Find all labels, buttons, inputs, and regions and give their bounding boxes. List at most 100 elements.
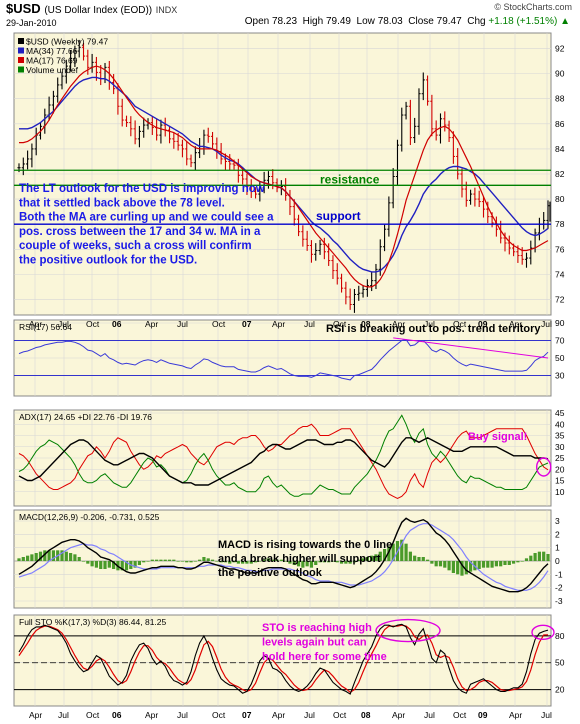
bottom-x-tick-label: 07	[242, 710, 252, 720]
open-value: 78.23	[272, 16, 298, 27]
top-x-tick-label: Oct	[212, 319, 226, 329]
bottom-x-tick-label: 06	[112, 710, 122, 720]
bottom-x-tick-label: Jul	[177, 710, 188, 720]
macd-histogram-bar	[339, 561, 344, 564]
macd-histogram-bar	[215, 561, 219, 562]
price-y-tick-label: 86	[555, 119, 565, 129]
price-legend-entry: MA(17) 76.69	[26, 56, 78, 66]
macd-annotation-line: and a break higher will support	[218, 553, 381, 565]
adx-line	[18, 437, 549, 486]
macd-histogram-bar	[275, 559, 279, 561]
top-x-tick-label: Apr	[509, 319, 522, 329]
price-y-tick-label: 88	[555, 94, 565, 104]
rsi-line	[18, 339, 549, 381]
quote-summary: Open 78.23 High 79.49 Low 78.03 Close 79…	[245, 16, 570, 27]
macd-histogram-bar	[266, 558, 271, 561]
macd-histogram-bar	[335, 561, 339, 563]
top-x-tick-label: Oct	[453, 319, 467, 329]
macd-histogram-bar	[520, 561, 524, 562]
macd-histogram-bar	[137, 561, 142, 565]
macd-histogram-bar	[434, 561, 438, 567]
adx-y-tick-label: 15	[555, 476, 565, 486]
adx-y-tick-label: 40	[555, 419, 565, 429]
macd-histogram-bar	[155, 559, 159, 561]
bottom-x-tick-label: 08	[361, 710, 371, 720]
adx-y-tick-label: 10	[555, 487, 565, 497]
macd-annotation-line: the positive outlook	[218, 567, 323, 579]
macd-histogram-bar	[99, 561, 103, 569]
macd-histogram-bar	[146, 561, 150, 562]
symbol: $USD	[6, 1, 41, 16]
macd-histogram-bar	[189, 561, 193, 563]
macd-histogram-bar	[163, 559, 167, 561]
macd-annotation-line: MACD is rising towards the 0 line	[218, 539, 392, 551]
macd-histogram-bar	[529, 555, 533, 561]
macd-histogram-bar	[107, 561, 111, 568]
macd-histogram-bar	[172, 559, 176, 561]
legend-swatch	[18, 57, 24, 63]
macd-histogram-bar	[185, 561, 189, 563]
macd-histogram-bar	[142, 561, 146, 563]
price-y-tick-label: 80	[555, 194, 565, 204]
price-y-tick-label: 76	[555, 244, 565, 254]
macd-histogram-bar	[249, 561, 253, 564]
macd-histogram-bar	[176, 561, 180, 562]
adx-y-tick-label: 25	[555, 453, 565, 463]
adx-annotation: Buy signal!	[468, 431, 527, 443]
close-value: 79.47	[436, 16, 462, 27]
macd-histogram-bar	[284, 561, 288, 562]
macd-histogram-bar	[378, 551, 382, 561]
symbol-description: (US Dollar Index (EOD))	[44, 5, 153, 16]
bottom-x-tick-label: Oct	[333, 710, 347, 720]
macd-histogram-bar	[443, 561, 447, 568]
adx-y-tick-label: 45	[555, 408, 565, 418]
top-x-tick-label: 06	[112, 319, 122, 329]
macd-histogram-bar	[490, 561, 494, 568]
macd-histogram-bar	[253, 561, 258, 563]
macd-histogram-bar	[47, 550, 51, 561]
bottom-x-tick-label: Apr	[272, 710, 285, 720]
sto-d-line	[18, 624, 549, 694]
macd-histogram-bar	[464, 561, 468, 575]
macd-histogram-bar	[318, 561, 322, 563]
top-x-tick-label: Apr	[272, 319, 285, 329]
top-x-tick-label: Jul	[177, 319, 188, 329]
macd-histogram-bar	[542, 551, 546, 561]
outlook-annotation-line: pos. cross between the 17 and 34 w. MA i…	[19, 226, 261, 238]
sto-highlight-ellipse-2009	[375, 618, 441, 643]
macd-panel-frame	[13, 509, 552, 609]
resistance-label: resistance	[320, 173, 380, 187]
macd-histogram-bar	[486, 561, 490, 568]
macd-histogram-bar	[30, 554, 34, 561]
price-legend-entry: $USD (Weekly) 79.47	[26, 37, 108, 47]
macd-histogram-bar	[447, 561, 451, 571]
rsi-y-tick-label: 90	[555, 318, 565, 328]
bottom-x-tick-label: 09	[478, 710, 488, 720]
outlook-annotation-line: that it settled back above the 78 level.	[19, 197, 225, 209]
macd-histogram-bar	[60, 550, 64, 561]
bottom-x-tick-label: Apr	[29, 710, 42, 720]
price-y-tick-label: 92	[555, 44, 565, 54]
macd-histogram-bar	[34, 553, 38, 561]
symbol-title: $USD (US Dollar Index (EOD)) INDX	[6, 1, 177, 16]
macd-histogram-bar	[391, 543, 395, 561]
chg-value: +1.18 (+1.51%)	[488, 16, 558, 27]
top-x-tick-label: Jul	[304, 319, 315, 329]
macd-histogram-bar	[51, 550, 56, 561]
bottom-x-tick-label: Jul	[541, 710, 552, 720]
support-label: support	[316, 209, 361, 223]
low-label: Low	[356, 16, 375, 27]
top-x-tick-label: Jul	[58, 319, 69, 329]
macd-histogram-bar	[236, 561, 240, 564]
macd-histogram-bar	[537, 551, 541, 561]
macd-histogram-bar	[546, 554, 550, 561]
sto-highlight-ellipse-2010	[531, 624, 555, 641]
macd-histogram-bar	[73, 554, 77, 561]
macd-histogram-bar	[421, 557, 425, 561]
bottom-x-tick-label: Apr	[509, 710, 522, 720]
price-y-tick-label: 74	[555, 269, 565, 279]
macd-histogram-bar	[348, 561, 352, 564]
macd-histogram-bar	[206, 558, 210, 561]
macd-histogram-bar	[124, 561, 129, 571]
rsi-annotation: RSI is breaking out to pos. trend territ…	[326, 323, 541, 335]
